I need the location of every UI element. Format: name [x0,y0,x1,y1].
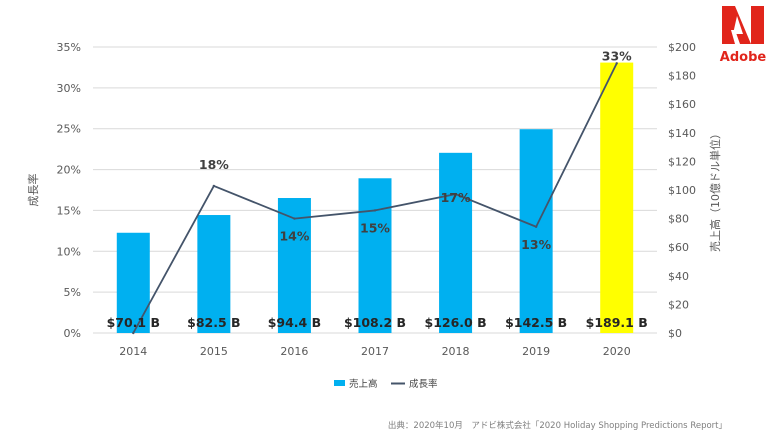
line-point [534,225,538,228]
legend: 売上高 成長率 [334,378,438,390]
right-tick-label: $80 [668,213,689,226]
rate-value-label: 13% [521,237,551,252]
bar [600,62,634,333]
rate-value-label: 17% [441,190,471,205]
rate-value-label: 15% [360,220,390,235]
adobe-logo: Adobe [720,6,767,65]
x-tick-label: 2016 [280,345,308,358]
x-tick-label: 2014 [119,345,147,358]
x-tick-label: 2017 [361,345,389,358]
rate-value-label: 33% [602,48,632,63]
bar [519,129,553,333]
line-point [212,184,216,188]
left-axis-ticks: 0% 5% 10% 15% 20% 25% 30% 35% [57,41,81,340]
bar [277,198,311,333]
x-tick-label: 2018 [442,345,470,358]
line-point [454,192,457,196]
bar-value-labels: $70.1 B $82.5 B $94.4 B $108.2 B $126.0 B $14… [107,315,648,330]
right-tick-label: $200 [668,41,696,54]
right-tick-label: $140 [668,127,696,140]
legend-bar-label: 売上高 [349,378,378,390]
rate-value-label: 14% [279,229,309,244]
bar-value-label: $108.2 B [344,315,406,330]
left-tick-label: 30% [57,82,81,95]
x-axis-ticks: 2014 2015 2016 2017 2018 2019 2020 [119,345,630,358]
left-axis-title: 成長率 [26,174,40,207]
x-tick-label: 2015 [200,345,228,358]
bar-value-label: $82.5 B [187,315,240,330]
adobe-wordmark: Adobe [720,50,767,65]
right-tick-label: $20 [668,298,689,311]
left-tick-label: 5% [64,286,81,299]
bar-series [116,62,634,333]
source-note: 出典：2020年10月 アドビ株式会社「2020 Holiday Shoppin… [388,420,727,431]
bar [116,232,150,333]
line-point [293,217,296,220]
bar [439,152,473,333]
left-tick-label: 25% [57,123,81,136]
left-tick-label: 20% [57,164,81,177]
right-tick-label: $160 [668,98,696,111]
right-tick-label: $40 [668,270,689,283]
left-tick-label: 0% [64,327,81,340]
right-axis-ticks: $0 $20 $40 $60 $80 $100 $120 $140 $160 $180 $200 [668,41,696,340]
bar-value-label: $189.1 B [586,315,648,330]
left-tick-label: 35% [57,41,81,54]
x-tick-label: 2019 [522,345,550,358]
right-axis-title: 売上高（10億ドル単位） [708,128,722,252]
line-point [132,331,135,335]
bar-value-label: $94.4 B [268,315,321,330]
bar [358,178,392,333]
rate-value-label: 18% [199,157,229,172]
bar [197,215,231,333]
right-tick-label: $60 [668,241,689,254]
adobe-a-icon [722,6,764,44]
right-tick-label: $120 [668,155,696,168]
right-tick-label: $180 [668,70,696,83]
left-tick-label: 15% [57,204,81,217]
left-tick-label: 10% [57,245,81,258]
line-point [373,209,377,212]
bar-value-label: $142.5 B [505,315,567,330]
line-point [615,62,618,65]
rate-value-labels: 18% 14% 15% 17% 13% 33% [199,48,632,251]
legend-bar-swatch [334,380,345,386]
bar-value-label: $126.0 B [425,315,487,330]
line-series [132,62,618,335]
bar-value-label: $70.1 B [107,315,160,330]
x-tick-label: 2020 [603,345,631,358]
legend-line-label: 成長率 [409,378,438,390]
right-tick-label: $100 [668,184,696,197]
right-tick-label: $0 [668,327,682,340]
